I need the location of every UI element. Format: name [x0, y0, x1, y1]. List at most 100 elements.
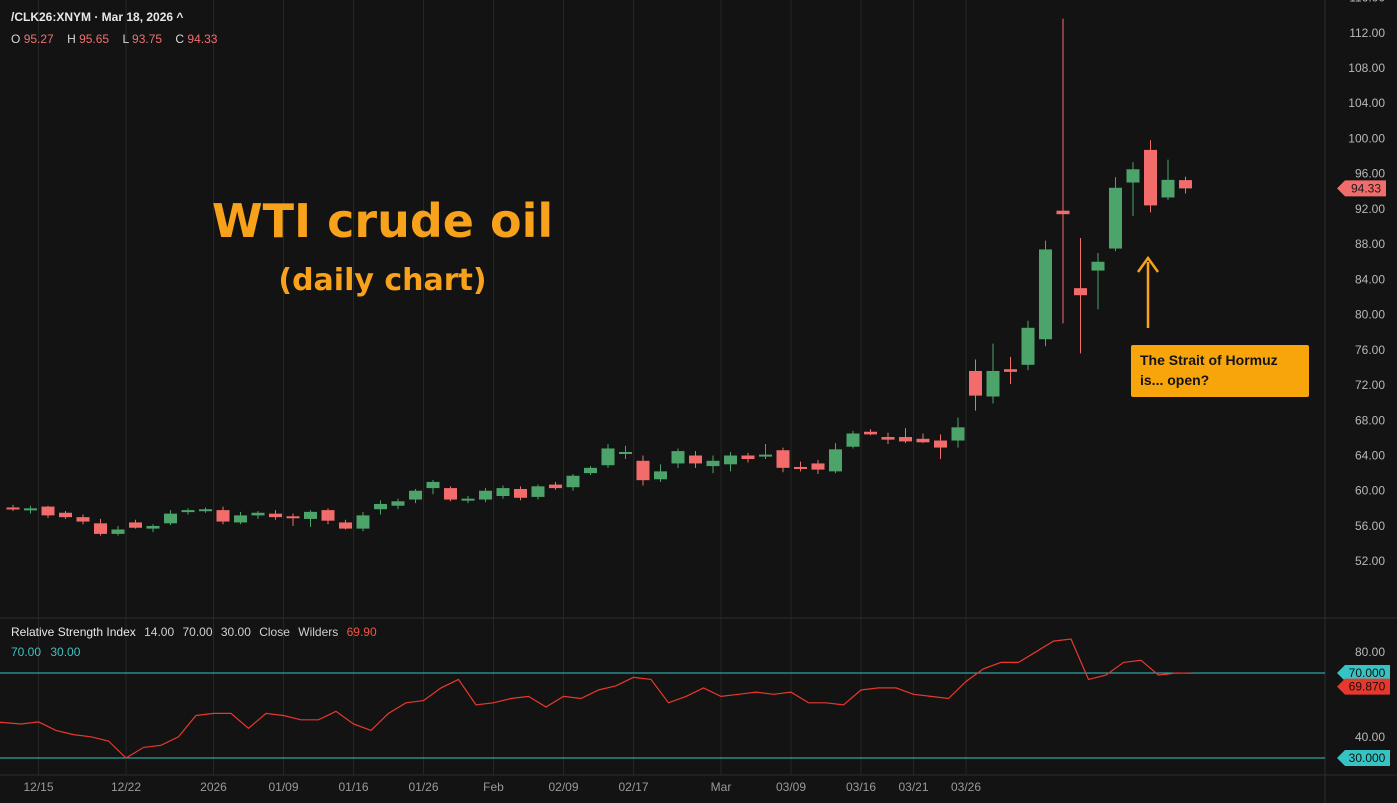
candle-body — [1056, 210, 1070, 215]
ohlc-open-value: 95.27 — [23, 32, 54, 46]
price-tick-label: 64.00 — [1355, 449, 1385, 463]
candlestick-series — [6, 18, 1192, 536]
candle-body — [339, 522, 352, 529]
rsi-level-lower: 30.00 — [50, 645, 81, 659]
annotation-callout: The Strait of Hormuz is... open? — [1131, 345, 1309, 397]
x-tick-label: 03/09 — [776, 780, 806, 794]
candle-body — [619, 451, 632, 454]
candle-body — [1109, 187, 1122, 249]
price-tick-label: 60.00 — [1355, 484, 1385, 498]
candle-body — [601, 448, 615, 466]
candle-body — [111, 529, 125, 534]
rsi-current-badge-label: 69.870 — [1349, 680, 1386, 694]
ohlc-high-label: H — [67, 32, 76, 46]
candle-body — [1074, 288, 1087, 296]
candle-body — [1161, 179, 1175, 198]
candle-body — [724, 455, 737, 465]
candle-body — [496, 488, 510, 497]
candle-body — [531, 486, 545, 497]
rsi-current-value: 69.90 — [346, 625, 377, 639]
rsi-legend[interactable]: Relative Strength Index 14.00 70.00 30.0… — [11, 625, 382, 639]
candle-body — [881, 437, 895, 440]
candle-body — [146, 525, 160, 529]
x-tick-label: 02/09 — [548, 780, 578, 794]
price-tick-label: 96.00 — [1355, 167, 1385, 181]
candle-body — [671, 451, 685, 464]
ohlc-low-label: L — [122, 32, 129, 46]
price-tick-label: 52.00 — [1355, 554, 1385, 568]
last-price-label: 94.33 — [1351, 181, 1381, 195]
candle-body — [811, 463, 825, 470]
price-tick-label: 76.00 — [1355, 343, 1385, 357]
price-tick-label: 72.00 — [1355, 378, 1385, 392]
candle-body — [1179, 180, 1192, 189]
candle-body — [1039, 249, 1052, 340]
rsi-lower-badge-label: 30.000 — [1349, 751, 1386, 765]
candle-body — [321, 510, 335, 521]
rsi-level-upper: 70.00 — [11, 645, 42, 659]
candle-body — [1021, 327, 1035, 365]
candle-body — [689, 455, 702, 464]
candle-body — [741, 455, 755, 460]
candle-body — [164, 513, 177, 524]
candle-body — [654, 471, 667, 480]
x-tick-label: 03/16 — [846, 780, 876, 794]
ohlc-readout: O 95.27 H 95.65 L 93.75 C 94.33 — [11, 32, 227, 46]
candle-body — [251, 512, 265, 516]
candle-body — [286, 516, 300, 519]
rsi-lower-badge — [1337, 750, 1390, 766]
candle-body — [304, 511, 317, 519]
price-tick-label: 92.00 — [1355, 202, 1385, 216]
candle-body — [269, 513, 282, 518]
candle-body — [1091, 261, 1105, 271]
x-tick-label: 03/26 — [951, 780, 981, 794]
candle-body — [566, 475, 580, 488]
price-tick-label: 108.00 — [1348, 61, 1385, 75]
x-tick-label: 03/21 — [898, 780, 928, 794]
price-tick-label: 68.00 — [1355, 413, 1385, 427]
rsi-current-badge — [1337, 678, 1390, 695]
candle-body — [181, 510, 195, 513]
x-tick-label: 01/09 — [268, 780, 298, 794]
symbol-header[interactable]: /CLK26:XNYM · Mar 18, 2026 ^ — [11, 10, 183, 24]
rsi-plot — [0, 638, 1325, 759]
candle-body — [356, 515, 370, 529]
candle-body — [584, 467, 597, 474]
candle-body — [6, 507, 20, 510]
x-tick-label: Feb — [483, 780, 504, 794]
candle-body — [426, 481, 440, 489]
candle-body — [829, 449, 842, 472]
annotation-title: WTI crude oil — [211, 194, 554, 248]
callout-line-2: is... open? — [1140, 372, 1210, 388]
x-tick-label: 01/26 — [408, 780, 438, 794]
rsi-name: Relative Strength Index — [11, 625, 136, 639]
annotation-subtitle: (daily chart) — [278, 263, 487, 298]
x-tick-label: 12/15 — [23, 780, 53, 794]
candle-body — [636, 460, 650, 481]
candle-body — [374, 503, 387, 510]
candle-body — [479, 490, 492, 500]
candle-body — [1144, 149, 1157, 206]
rsi-upper-badge-label: 70.000 — [1349, 666, 1386, 680]
rsi-param-smoothing: Wilders — [298, 625, 339, 639]
price-tick-label: 84.00 — [1355, 272, 1385, 286]
price-tick-label: 80.00 — [1355, 308, 1385, 322]
candle-body — [776, 450, 790, 468]
price-tick-label: 116.00 — [1349, 0, 1385, 5]
candle-body — [1004, 369, 1017, 372]
rsi-levels-legend: 70.00 30.00 — [11, 645, 86, 659]
symbol-label: /CLK26:XNYM · Mar 18, 2026 — [11, 10, 174, 24]
candle-body — [934, 440, 947, 448]
annotation-arrow — [1136, 255, 1160, 328]
candle-body — [199, 509, 212, 512]
collapse-chevron-icon[interactable]: ^ — [176, 10, 184, 24]
ohlc-low-value: 93.75 — [132, 32, 163, 46]
candle-body — [24, 508, 37, 511]
rsi-tick-label: 40.00 — [1355, 730, 1385, 744]
x-tick-label: 2026 — [200, 780, 227, 794]
ohlc-close-value: 94.33 — [187, 32, 218, 46]
candle-body — [234, 515, 247, 523]
ohlc-open-label: O — [11, 32, 21, 46]
candle-body — [444, 488, 457, 500]
